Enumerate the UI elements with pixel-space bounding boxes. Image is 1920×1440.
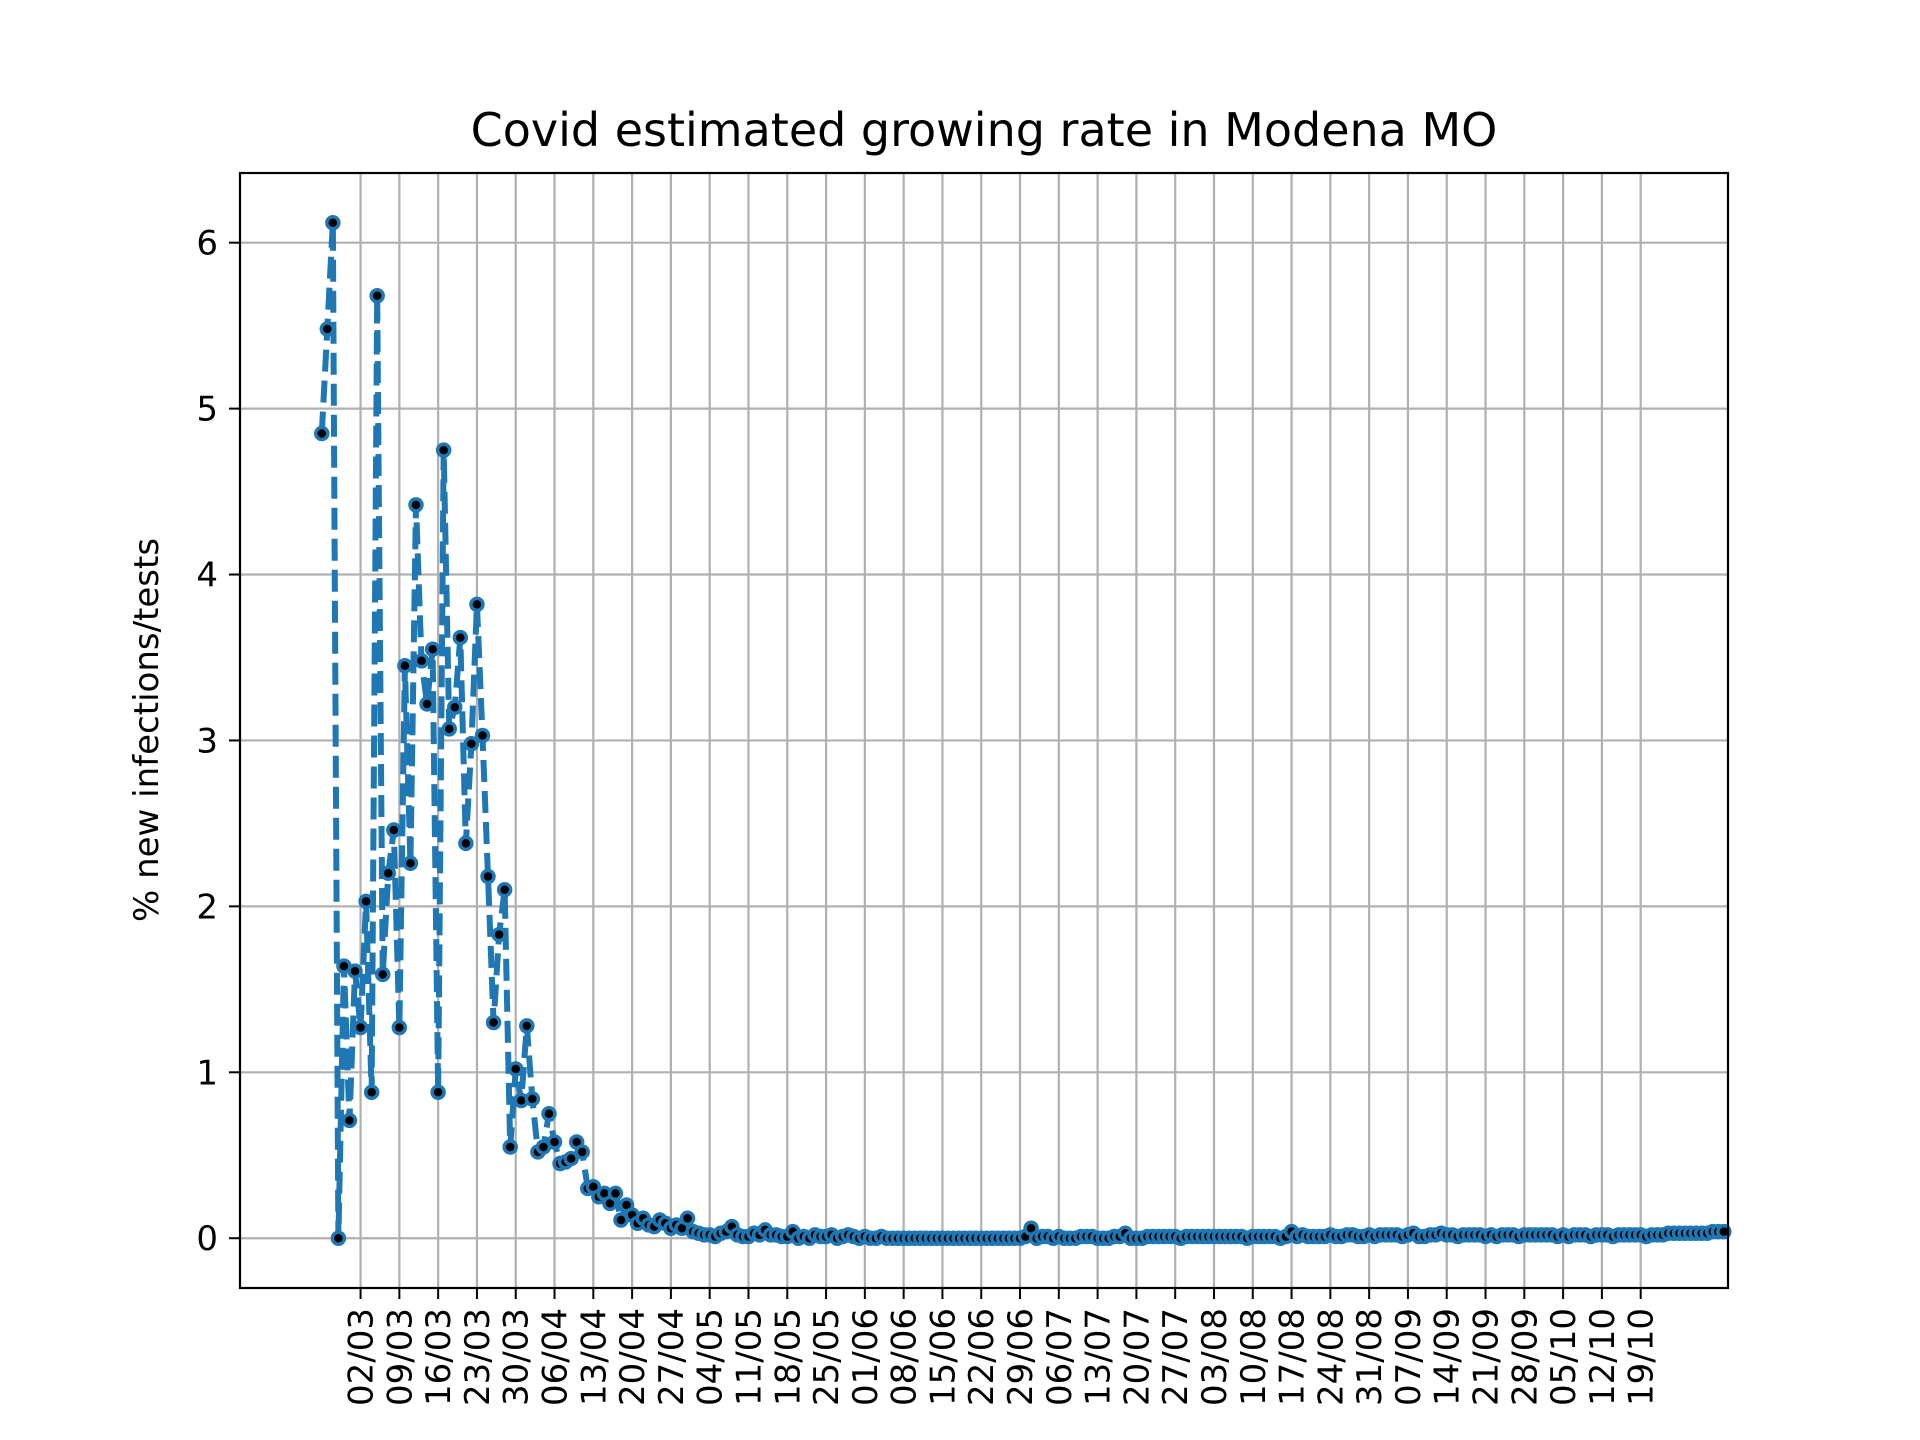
data-point: [474, 727, 491, 744]
data-point: [441, 721, 457, 737]
grid: [240, 173, 1728, 1288]
x-tick-label: 13/07: [1079, 1308, 1119, 1406]
x-tick-label: 03/08: [1195, 1308, 1235, 1406]
data-point: [607, 1185, 624, 1202]
data-point: [347, 963, 363, 979]
x-tick-label: 16/03: [419, 1308, 459, 1406]
x-tick-label: 25/05: [807, 1308, 847, 1406]
ticks: 012345602/0309/0316/0323/0330/0306/0413/…: [196, 224, 1661, 1406]
x-tick-label: 22/06: [962, 1308, 1002, 1406]
data-point: [469, 596, 485, 613]
data-point: [413, 653, 430, 669]
x-tick-label: 20/04: [613, 1308, 653, 1406]
x-tick-label: 27/07: [1156, 1308, 1196, 1406]
data-point: [447, 699, 463, 716]
x-tick-label: 20/07: [1117, 1308, 1157, 1406]
data-point: [541, 1106, 557, 1122]
y-tick-label: 2: [196, 887, 218, 927]
x-tick-label: 19/10: [1622, 1308, 1662, 1406]
x-tick-label: 23/03: [458, 1308, 498, 1406]
data-point: [325, 215, 341, 231]
x-tick-label: 24/08: [1311, 1308, 1351, 1406]
y-tick-label: 3: [196, 721, 218, 761]
y-axis-label: % new infections/tests: [127, 538, 167, 922]
x-tick-label: 10/08: [1234, 1308, 1274, 1406]
data-point: [1716, 1223, 1732, 1240]
data-point: [463, 736, 480, 752]
data-point: [485, 1014, 502, 1031]
data-point: [363, 1084, 380, 1100]
data-point: [679, 1210, 696, 1227]
data-point: [319, 321, 336, 337]
y-tick-label: 5: [196, 390, 218, 430]
data-point: [391, 1019, 408, 1036]
data-point: [369, 288, 385, 304]
x-tick-label: 02/03: [342, 1308, 382, 1406]
y-tick-label: 1: [196, 1053, 218, 1093]
x-tick-label: 15/06: [923, 1308, 963, 1406]
x-tick-label: 13/04: [574, 1308, 614, 1406]
data-point: [397, 658, 413, 674]
data-point: [435, 442, 452, 458]
data-point: [452, 629, 469, 646]
y-tick-label: 0: [196, 1219, 218, 1259]
data-point: [374, 966, 391, 983]
x-tick-label: 01/06: [846, 1308, 886, 1406]
data-point: [524, 1091, 541, 1107]
x-tick-label: 31/08: [1350, 1308, 1390, 1406]
data-point: [314, 425, 330, 442]
x-tick-label: 28/09: [1505, 1308, 1545, 1406]
data-point: [502, 1139, 518, 1155]
data-point: [519, 1018, 535, 1034]
data-point: [496, 882, 513, 898]
x-tick-label: 06/04: [536, 1308, 576, 1406]
x-tick-label: 17/08: [1273, 1308, 1313, 1406]
x-tick-label: 06/07: [1040, 1308, 1080, 1406]
x-tick-label: 11/05: [729, 1308, 769, 1406]
data-point: [358, 893, 374, 910]
data-point: [424, 641, 441, 657]
x-tick-label: 30/03: [497, 1308, 537, 1406]
data-point: [380, 865, 397, 881]
data-point: [458, 835, 474, 852]
y-tick-label: 6: [196, 224, 218, 264]
chart-title: Covid estimated growing rate in Modena M…: [471, 103, 1498, 157]
x-tick-label: 05/10: [1544, 1308, 1584, 1406]
data-point: [430, 1084, 446, 1100]
x-tick-label: 14/09: [1428, 1308, 1468, 1406]
x-tick-label: 29/06: [1001, 1308, 1041, 1406]
y-tick-label: 4: [196, 556, 218, 596]
data-point: [352, 1019, 369, 1036]
data-point: [419, 696, 435, 712]
data-point: [491, 926, 507, 943]
x-tick-label: 21/09: [1467, 1308, 1507, 1406]
data-point: [507, 1061, 524, 1077]
x-tick-label: 18/05: [768, 1308, 808, 1406]
data-point: [330, 1230, 347, 1246]
x-tick-label: 08/06: [885, 1308, 925, 1406]
axes-frame: [238, 171, 1730, 1290]
data-point: [408, 497, 424, 513]
data-point: [341, 1112, 358, 1129]
marker-layer: [314, 215, 1732, 1246]
x-tick-label: 04/05: [691, 1308, 731, 1406]
x-tick-label: 27/04: [652, 1308, 692, 1406]
data-point: [402, 855, 419, 871]
data-point: [546, 1134, 563, 1150]
data-point: [574, 1144, 590, 1160]
x-tick-label: 09/03: [380, 1308, 420, 1406]
data-point: [386, 822, 402, 838]
data-point: [480, 868, 496, 885]
x-tick-label: 12/10: [1583, 1308, 1623, 1406]
x-tick-label: 07/09: [1389, 1308, 1429, 1406]
data-point: [563, 1150, 579, 1167]
